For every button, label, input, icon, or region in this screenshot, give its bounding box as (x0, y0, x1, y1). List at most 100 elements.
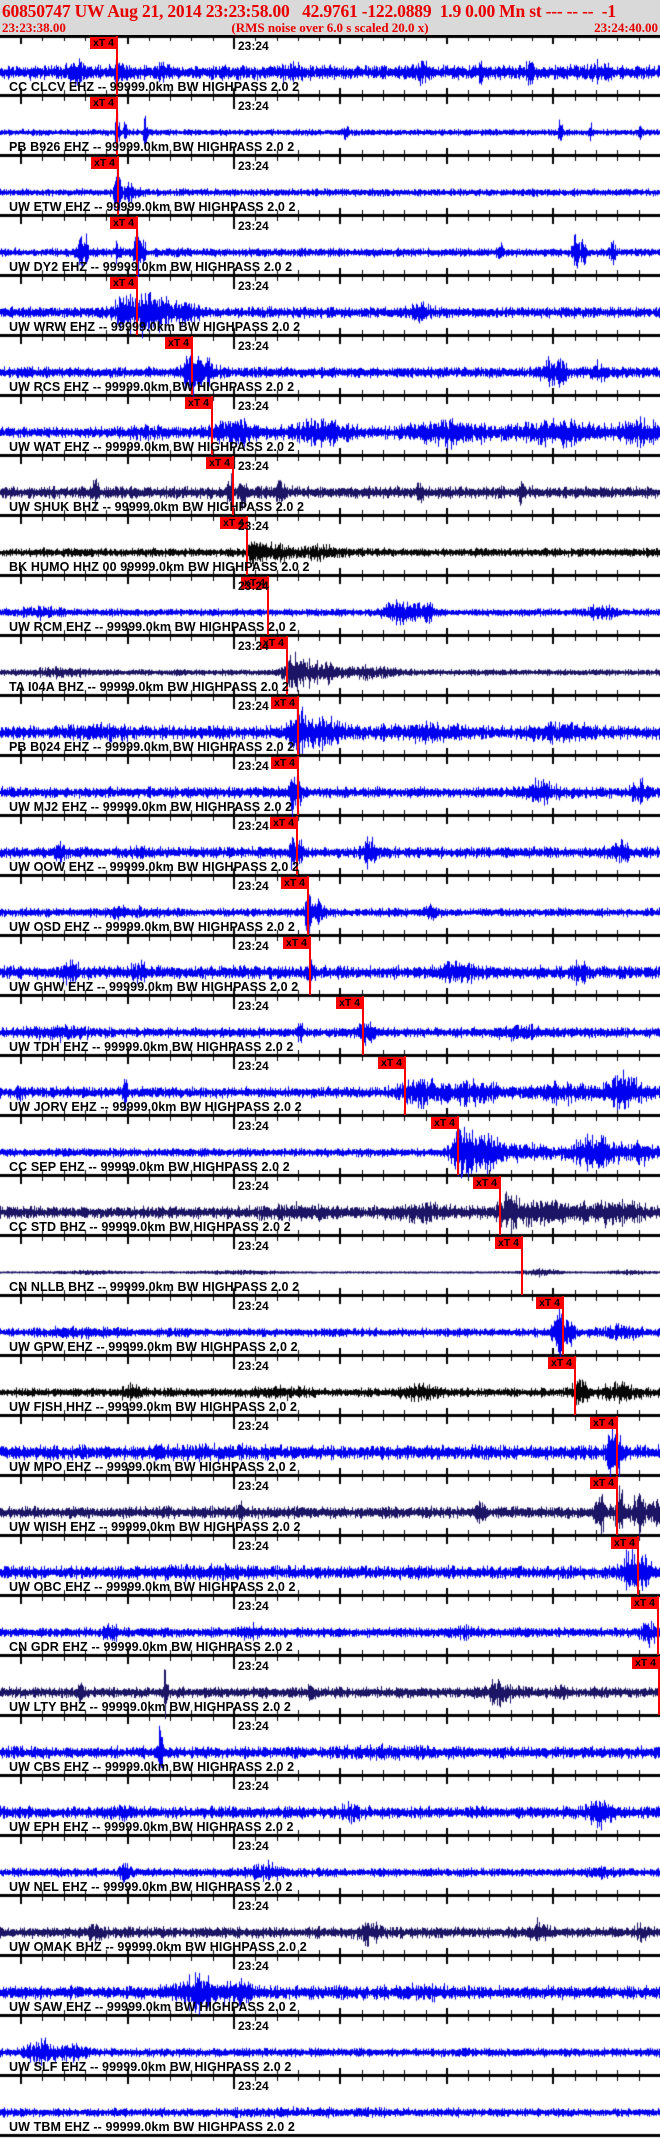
minute-label: 23:24 (238, 519, 269, 533)
minute-label: 23:24 (238, 1419, 269, 1433)
pick-flag[interactable]: xT 4 (536, 1297, 563, 1309)
pick-flag[interactable]: xT 4 (165, 337, 192, 349)
pick-line[interactable] (116, 36, 118, 95)
rms-scaling-note: (RMS noise over 6.0 s scaled 20.0 x) (231, 20, 429, 35)
pick-line[interactable] (362, 996, 364, 1055)
pick-line[interactable] (211, 396, 213, 455)
pick-line[interactable] (136, 216, 138, 275)
pick-line[interactable] (657, 1596, 659, 1655)
station-label: UW OOW EHZ -- 99999.0km BW HIGHPASS 2.0 … (9, 860, 300, 874)
minute-label: 23:24 (238, 699, 269, 713)
pick-flag[interactable]: xT 4 (473, 1177, 500, 1189)
pick-flag[interactable]: xT 4 (91, 157, 118, 169)
pick-line[interactable] (562, 1296, 564, 1355)
station-label: UW TBM EHZ -- 99999.0km BW HIGHPASS 2.0 … (9, 2120, 295, 2134)
minute-label: 23:24 (238, 1119, 269, 1133)
minute-label: 23:24 (238, 1359, 269, 1373)
station-label: CN NLLB BHZ -- 99999.0km BW HIGHPASS 2.0… (9, 1280, 300, 1294)
station-label: UW RCM EHZ -- 99999.0km BW HIGHPASS 2.0 … (9, 620, 297, 634)
pick-flag[interactable]: xT 4 (495, 1237, 522, 1249)
pick-line[interactable] (637, 1536, 639, 1595)
pick-line[interactable] (499, 1176, 501, 1235)
pick-flag[interactable]: xT 4 (590, 1477, 617, 1489)
station-label: UW MJ2 EHZ -- 99999.0km BW HIGHPASS 2.0 … (9, 800, 293, 814)
station-label: UW OMAK BHZ -- 99999.0km BW HIGHPASS 2.0… (9, 1940, 307, 1954)
pick-line[interactable] (658, 1656, 660, 1715)
pick-flag[interactable]: xT 4 (90, 37, 117, 49)
minute-label: 23:24 (238, 759, 269, 773)
station-label: UW OBC EHZ -- 99999.0km BW HIGHPASS 2.0 … (9, 1580, 296, 1594)
pick-flag[interactable]: xT 4 (611, 1537, 638, 1549)
pick-line[interactable] (616, 1476, 618, 1535)
station-label: UW JORV EHZ -- 99999.0km BW HIGHPASS 2.0… (9, 1100, 302, 1114)
pick-line[interactable] (297, 756, 299, 815)
minute-label: 23:24 (238, 1719, 269, 1733)
pick-line[interactable] (116, 96, 118, 155)
window-end-time: 23:24:40.00 (594, 20, 658, 35)
pick-flag[interactable]: xT 4 (336, 997, 363, 1009)
pick-flag[interactable]: xT 4 (431, 1117, 458, 1129)
trace-panel: xT 4 23:24 CC CLCV EHZ -- 99999.0km BW HIG… (0, 35, 660, 2138)
station-label: CC STD BHZ -- 99999.0km BW HIGHPASS 2.0 … (9, 1220, 291, 1234)
minute-label: 23:24 (238, 939, 269, 953)
pick-flag[interactable]: xT 4 (90, 97, 117, 109)
station-label: PB B024 EHZ -- 99999.0km BW HIGHPASS 2.0… (9, 740, 295, 754)
minute-label: 23:24 (238, 219, 269, 233)
minute-label: 23:24 (238, 1179, 269, 1193)
pick-flag[interactable]: xT 4 (632, 1657, 659, 1669)
pick-flag[interactable]: xT 4 (110, 217, 137, 229)
station-label: UW LTY BHZ -- 99999.0km BW HIGHPASS 2.0 … (9, 1700, 291, 1714)
pick-line[interactable] (286, 636, 288, 695)
pick-flag[interactable]: xT 4 (271, 757, 298, 769)
pick-line[interactable] (136, 276, 138, 335)
pick-flag[interactable]: xT 4 (185, 397, 212, 409)
pick-line[interactable] (232, 456, 234, 515)
pick-line[interactable] (191, 336, 193, 395)
pick-flag[interactable]: xT 4 (206, 457, 233, 469)
pick-flag[interactable]: xT 4 (631, 1597, 658, 1609)
pick-line[interactable] (616, 1416, 618, 1475)
pick-line[interactable] (297, 696, 299, 755)
pick-flag[interactable]: xT 4 (110, 277, 137, 289)
pick-line[interactable] (309, 936, 311, 995)
pick-line[interactable] (307, 876, 309, 935)
minute-label: 23:24 (238, 399, 269, 413)
pick-flag[interactable]: xT 4 (281, 877, 308, 889)
pick-line[interactable] (457, 1116, 459, 1175)
pick-line[interactable] (521, 1236, 523, 1295)
station-label: UW WRW EHZ -- 99999.0km BW HIGHPASS 2.0 … (9, 320, 301, 334)
pick-line[interactable] (267, 576, 269, 635)
station-label: UW NEL EHZ -- 99999.0km BW HIGHPASS 2.0 … (9, 1880, 293, 1894)
pick-flag[interactable]: xT 4 (590, 1417, 617, 1429)
pick-flag[interactable]: xT 4 (260, 637, 287, 649)
event-summary-line: 60850747 UW Aug 21, 2014 23:23:58.00 42.… (2, 1, 616, 21)
minute-label: 23:24 (238, 579, 269, 593)
pick-flag[interactable]: xT 4 (270, 817, 297, 829)
pick-line[interactable] (404, 1056, 406, 1115)
pick-flag[interactable]: xT 4 (220, 517, 247, 529)
seismogram-canvas[interactable] (0, 35, 660, 2138)
pick-line[interactable] (296, 816, 298, 875)
minute-label: 23:24 (238, 459, 269, 473)
window-start-time: 23:23:38.00 (2, 20, 66, 35)
pick-flag[interactable]: xT 4 (283, 937, 310, 949)
pick-line[interactable] (246, 516, 248, 575)
pick-line[interactable] (117, 156, 119, 215)
pick-flag[interactable]: xT 4 (241, 577, 268, 589)
minute-label: 23:24 (238, 1659, 269, 1673)
pick-flag[interactable]: xT 4 (378, 1057, 405, 1069)
pick-flag[interactable]: xT 4 (271, 697, 298, 709)
station-label: CC CLCV EHZ -- 99999.0km BW HIGHPASS 2.0… (9, 80, 300, 94)
station-label: UW EPH EHZ -- 99999.0km BW HIGHPASS 2.0 … (9, 1820, 294, 1834)
minute-label: 23:24 (238, 2079, 269, 2093)
minute-label: 23:24 (238, 99, 269, 113)
minute-label: 23:24 (238, 639, 269, 653)
pick-line[interactable] (574, 1356, 576, 1415)
minute-label: 23:24 (238, 1599, 269, 1613)
minute-label: 23:24 (238, 1959, 269, 1973)
station-label: UW CBS EHZ -- 99999.0km BW HIGHPASS 2.0 … (9, 1760, 295, 1774)
station-label: UW GHW EHZ -- 99999.0km BW HIGHPASS 2.0 … (9, 980, 299, 994)
station-label: CC SEP EHZ -- 99999.0km BW HIGHPASS 2.0 … (9, 1160, 290, 1174)
station-label: UW FISH HHZ -- 99999.0km BW HIGHPASS 2.0… (9, 1400, 298, 1414)
pick-flag[interactable]: xT 4 (548, 1357, 575, 1369)
